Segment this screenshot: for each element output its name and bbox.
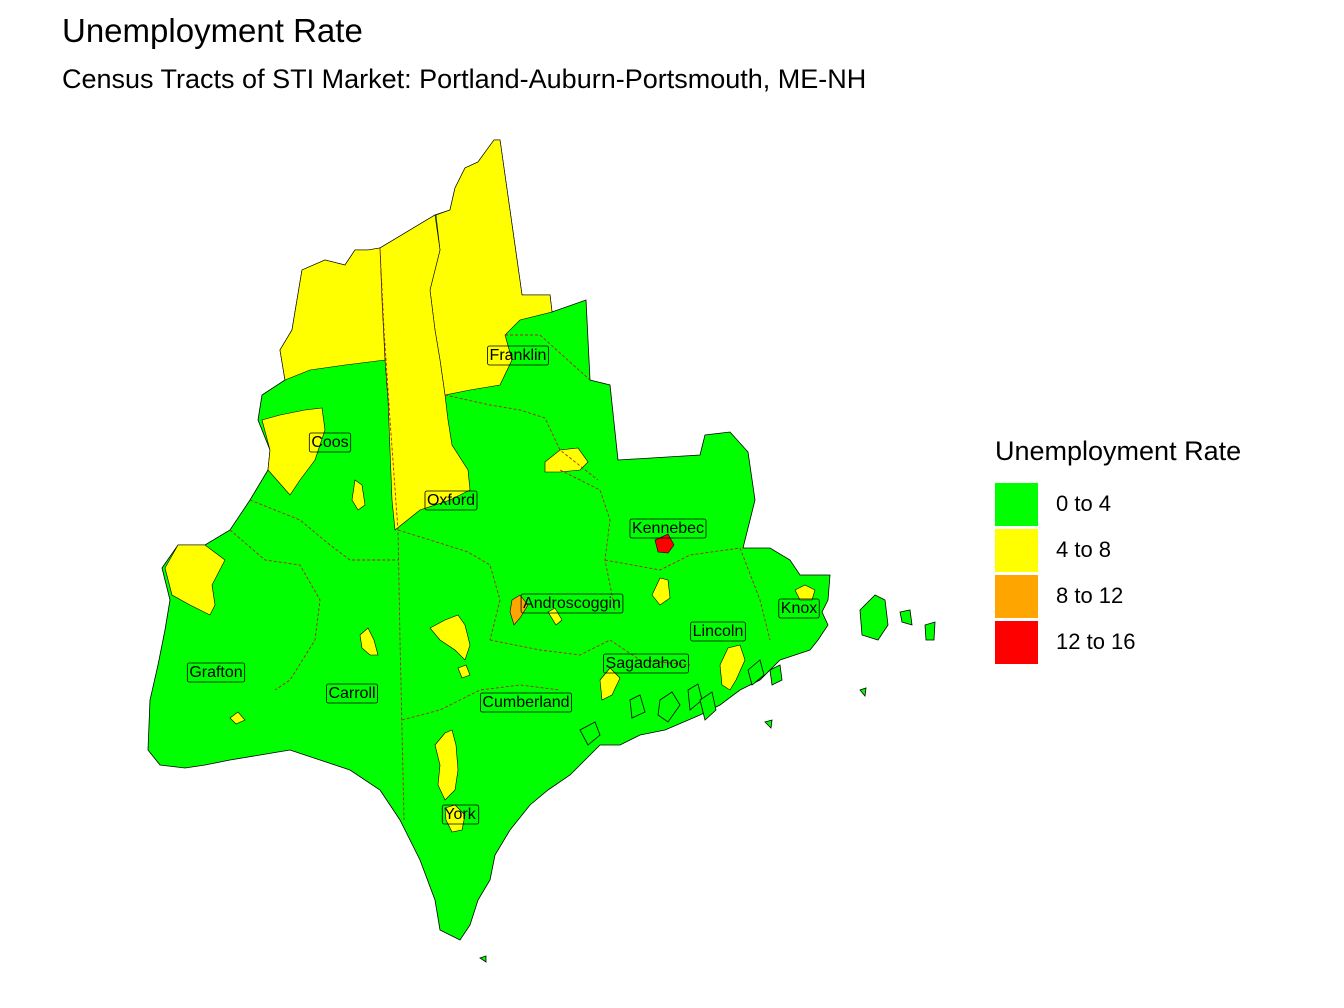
border-oxford-franklin: [444, 394, 599, 481]
map-subtitle: Census Tracts of STI Market: Portland-Au…: [62, 64, 867, 94]
tract-knox-coast: [794, 584, 816, 601]
county-label-oxford: Oxford: [424, 490, 478, 511]
tract-coos-west: [261, 407, 326, 496]
county-label-text: Franklin: [490, 347, 547, 364]
county-borders: [229, 247, 771, 821]
legend-swatch-2: [995, 574, 1038, 618]
county-label-text: Grafton: [189, 664, 242, 681]
border-franklin-kennebec: [505, 334, 591, 381]
border-sagadahoc: [609, 639, 691, 666]
border-lincoln-knox: [739, 547, 771, 641]
tract-coos-north: [279, 247, 386, 381]
county-label-text: Oxford: [427, 492, 475, 509]
border-carroll-coos: [249, 499, 398, 561]
county-label-text: Knox: [781, 600, 817, 617]
tract-cumberland-small: [457, 664, 471, 679]
county-label-kennebec: Kennebec: [629, 518, 707, 539]
county-label-grafton: Grafton: [186, 662, 246, 683]
county-label-carroll: Carroll: [326, 683, 378, 704]
tract-grafton-north: [164, 544, 226, 616]
county-label-knox: Knox: [778, 598, 820, 619]
tract-carroll-small: [359, 627, 379, 656]
county-label-text: Sagadahoc: [606, 655, 687, 672]
county-label-box: [778, 598, 820, 619]
county-label-text: Kennebec: [632, 520, 704, 537]
county-label-coos: Coos: [308, 432, 352, 453]
border-cumberland-york: [401, 684, 561, 721]
county-label-text: Androscoggin: [523, 595, 621, 612]
county-label-text: Lincoln: [693, 623, 744, 640]
border-androscoggin-kennebec: [559, 469, 616, 611]
legend-label-2: 8 to 12: [1056, 583, 1124, 608]
legend-swatch-3: [995, 620, 1038, 664]
county-labels: Franklin Coos Oxford Kennebec Androscoggin Kn…: [186, 345, 820, 825]
border-oxford-androscoggin: [397, 529, 501, 641]
county-label-franklin: Franklin: [487, 345, 549, 366]
county-label-box: [629, 518, 707, 539]
border-carroll-grafton: [229, 529, 321, 691]
county-label-text: York: [444, 806, 476, 823]
tract-york-north: [434, 729, 459, 801]
county-label-lincoln: Lincoln: [690, 621, 746, 642]
tract-kennebec-south: [651, 577, 671, 606]
county-label-box: [326, 683, 378, 704]
county-label-box: [480, 692, 572, 713]
border-kennebec-lincoln: [604, 547, 741, 571]
county-label-box: [603, 653, 689, 674]
legend-label-0: 0 to 4: [1056, 491, 1112, 516]
county-label-box: [690, 621, 746, 642]
legend-swatch-1: [995, 528, 1038, 572]
legend-label-3: 12 to 16: [1056, 629, 1136, 654]
tract-coos-south: [351, 479, 366, 511]
tract-8-to-12: [509, 594, 529, 626]
county-label-sagadahoc: Sagadahoc: [603, 653, 689, 674]
legend: Unemployment Rate 0 to 4 4 to 8 8 to 12 …: [995, 436, 1241, 665]
tract-kennebec-northwest: [544, 447, 589, 473]
county-label-box: [487, 345, 549, 366]
county-label-text: Carroll: [328, 685, 375, 702]
map-title: Unemployment Rate: [62, 12, 363, 49]
legend-label-1: 4 to 8: [1056, 537, 1112, 562]
tract-cumberland-west: [429, 614, 471, 661]
county-label-text: Cumberland: [482, 694, 569, 711]
tracts-4-to-8: [164, 139, 816, 833]
tract-oxford-north: [379, 214, 471, 531]
county-label-box: [186, 662, 246, 683]
county-label-androscoggin: Androscoggin: [520, 593, 624, 614]
county-label-cumberland: Cumberland: [480, 692, 572, 713]
county-label-text: Coos: [311, 434, 348, 451]
county-label-york: York: [441, 804, 480, 825]
tract-12-to-16: [654, 533, 675, 554]
legend-title: Unemployment Rate: [995, 436, 1242, 466]
legend-item-1: 4 to 8: [995, 527, 1241, 573]
county-label-box: [520, 593, 624, 614]
coastal-islands: [479, 594, 936, 963]
tract-androscoggin-east: [547, 607, 563, 626]
county-label-box: [441, 804, 480, 825]
legend-swatch-0: [995, 482, 1038, 526]
tract-lincoln-coast: [719, 644, 746, 691]
tract-grafton-small: [229, 711, 246, 725]
legend-item-2: 8 to 12: [995, 573, 1241, 619]
county-label-box: [308, 432, 352, 453]
legend-item-3: 12 to 16: [995, 619, 1241, 665]
county-label-box: [424, 490, 478, 511]
legend-item-0: 0 to 4: [995, 481, 1241, 527]
tract-sagadahoc-coast: [599, 667, 621, 701]
border-cumberland-androscoggin: [489, 639, 611, 656]
